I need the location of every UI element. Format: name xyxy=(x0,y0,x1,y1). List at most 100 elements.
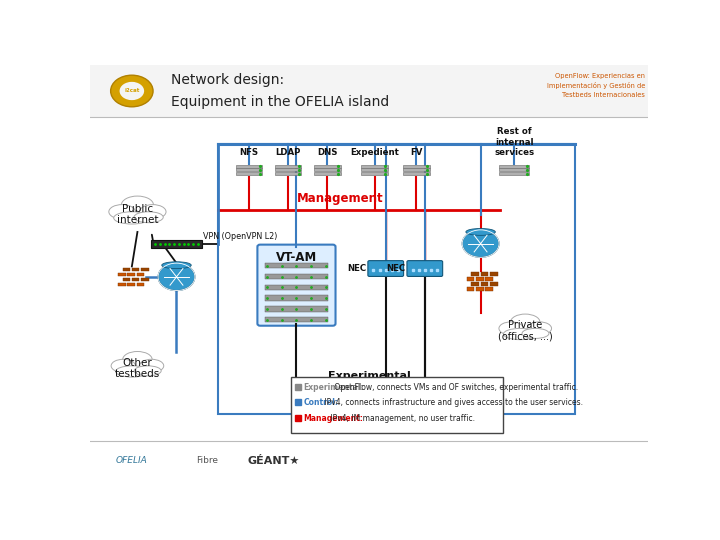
FancyBboxPatch shape xyxy=(275,168,302,171)
Text: NEC: NEC xyxy=(387,264,406,273)
FancyBboxPatch shape xyxy=(127,282,135,286)
Text: Management:: Management: xyxy=(303,414,363,423)
FancyBboxPatch shape xyxy=(235,165,262,167)
Ellipse shape xyxy=(134,366,161,376)
FancyBboxPatch shape xyxy=(361,168,388,171)
Circle shape xyxy=(462,230,499,258)
FancyBboxPatch shape xyxy=(490,282,498,286)
Text: NFS: NFS xyxy=(240,148,258,157)
FancyBboxPatch shape xyxy=(407,261,443,276)
Text: i2cat: i2cat xyxy=(124,89,140,93)
FancyBboxPatch shape xyxy=(361,165,388,167)
Ellipse shape xyxy=(111,359,135,373)
FancyBboxPatch shape xyxy=(403,165,430,167)
FancyBboxPatch shape xyxy=(137,273,144,276)
FancyBboxPatch shape xyxy=(499,168,529,171)
Ellipse shape xyxy=(510,314,540,330)
FancyBboxPatch shape xyxy=(314,172,341,175)
FancyBboxPatch shape xyxy=(90,65,648,117)
Ellipse shape xyxy=(527,322,552,335)
FancyBboxPatch shape xyxy=(499,165,529,167)
Text: Expedient: Expedient xyxy=(350,148,399,157)
Ellipse shape xyxy=(122,352,152,368)
Text: Management: Management xyxy=(297,192,383,205)
FancyBboxPatch shape xyxy=(118,282,125,286)
FancyBboxPatch shape xyxy=(151,240,202,248)
Ellipse shape xyxy=(503,328,537,340)
FancyBboxPatch shape xyxy=(314,165,341,167)
Circle shape xyxy=(120,82,144,100)
Text: VPN (OpenVPN L2): VPN (OpenVPN L2) xyxy=(203,232,278,241)
FancyBboxPatch shape xyxy=(132,268,140,272)
Text: DNS: DNS xyxy=(317,148,338,157)
Text: IPv4, IM management, no user traffic.: IPv4, IM management, no user traffic. xyxy=(328,414,475,423)
Text: Experimental:: Experimental: xyxy=(303,382,364,392)
FancyBboxPatch shape xyxy=(472,272,479,275)
Text: Public
internet: Public internet xyxy=(117,204,158,225)
Text: NEC: NEC xyxy=(348,264,366,273)
FancyBboxPatch shape xyxy=(481,282,488,286)
FancyBboxPatch shape xyxy=(476,287,484,291)
Text: Rest of
internal
services: Rest of internal services xyxy=(494,127,534,157)
Ellipse shape xyxy=(140,359,163,373)
Text: Other
testbeds: Other testbeds xyxy=(114,357,160,379)
Text: Control:: Control: xyxy=(303,398,338,407)
Ellipse shape xyxy=(114,212,150,224)
Ellipse shape xyxy=(499,322,523,335)
FancyBboxPatch shape xyxy=(265,263,328,268)
Text: Private
(offices, ...): Private (offices, ...) xyxy=(498,320,553,342)
Circle shape xyxy=(158,263,195,291)
FancyBboxPatch shape xyxy=(127,273,135,276)
FancyBboxPatch shape xyxy=(291,377,503,433)
Text: Fibre: Fibre xyxy=(196,456,218,465)
FancyBboxPatch shape xyxy=(122,278,130,281)
FancyBboxPatch shape xyxy=(235,172,262,175)
FancyBboxPatch shape xyxy=(467,287,474,291)
FancyBboxPatch shape xyxy=(485,277,493,281)
FancyBboxPatch shape xyxy=(265,285,328,290)
FancyBboxPatch shape xyxy=(275,172,302,175)
FancyBboxPatch shape xyxy=(403,172,430,175)
FancyBboxPatch shape xyxy=(141,268,149,272)
FancyBboxPatch shape xyxy=(490,272,498,275)
Text: FV: FV xyxy=(410,148,423,157)
FancyBboxPatch shape xyxy=(258,245,336,326)
Text: LDAP: LDAP xyxy=(276,148,301,157)
FancyBboxPatch shape xyxy=(476,277,484,281)
Text: OpenFlow, connects VMs and OF switches, experimental traffic.: OpenFlow, connects VMs and OF switches, … xyxy=(333,382,579,392)
FancyBboxPatch shape xyxy=(122,268,130,272)
Ellipse shape xyxy=(162,262,192,268)
Text: VT-AM: VT-AM xyxy=(276,251,317,264)
Text: OpenFlow: Experiencias en
Implementación y Gestión de
Testbeds Internacionales: OpenFlow: Experiencias en Implementación… xyxy=(546,73,645,98)
FancyBboxPatch shape xyxy=(265,306,328,312)
Text: Experimental: Experimental xyxy=(328,371,410,381)
FancyBboxPatch shape xyxy=(235,168,262,171)
FancyBboxPatch shape xyxy=(472,282,479,286)
Ellipse shape xyxy=(122,196,153,214)
FancyBboxPatch shape xyxy=(265,274,328,279)
Text: OFELIA: OFELIA xyxy=(116,456,148,465)
Text: GÉANT★: GÉANT★ xyxy=(248,456,300,465)
Ellipse shape xyxy=(466,228,495,235)
Ellipse shape xyxy=(134,212,163,222)
Text: Equipment in the OFELIA island: Equipment in the OFELIA island xyxy=(171,95,389,109)
FancyBboxPatch shape xyxy=(141,278,149,281)
FancyBboxPatch shape xyxy=(499,172,529,175)
Circle shape xyxy=(111,75,153,107)
Ellipse shape xyxy=(522,328,549,339)
FancyBboxPatch shape xyxy=(485,287,493,291)
Ellipse shape xyxy=(116,366,149,377)
FancyBboxPatch shape xyxy=(265,295,328,301)
Text: IPv4, connects infrastructure and gives access to the user services.: IPv4, connects infrastructure and gives … xyxy=(322,398,582,407)
FancyBboxPatch shape xyxy=(132,278,140,281)
Ellipse shape xyxy=(140,205,166,219)
Text: Network design:: Network design: xyxy=(171,73,284,87)
FancyBboxPatch shape xyxy=(481,272,488,275)
FancyBboxPatch shape xyxy=(265,317,328,322)
Ellipse shape xyxy=(109,205,135,219)
FancyBboxPatch shape xyxy=(368,261,404,276)
FancyBboxPatch shape xyxy=(467,277,474,281)
FancyBboxPatch shape xyxy=(137,282,144,286)
FancyBboxPatch shape xyxy=(403,168,430,171)
FancyBboxPatch shape xyxy=(118,273,125,276)
